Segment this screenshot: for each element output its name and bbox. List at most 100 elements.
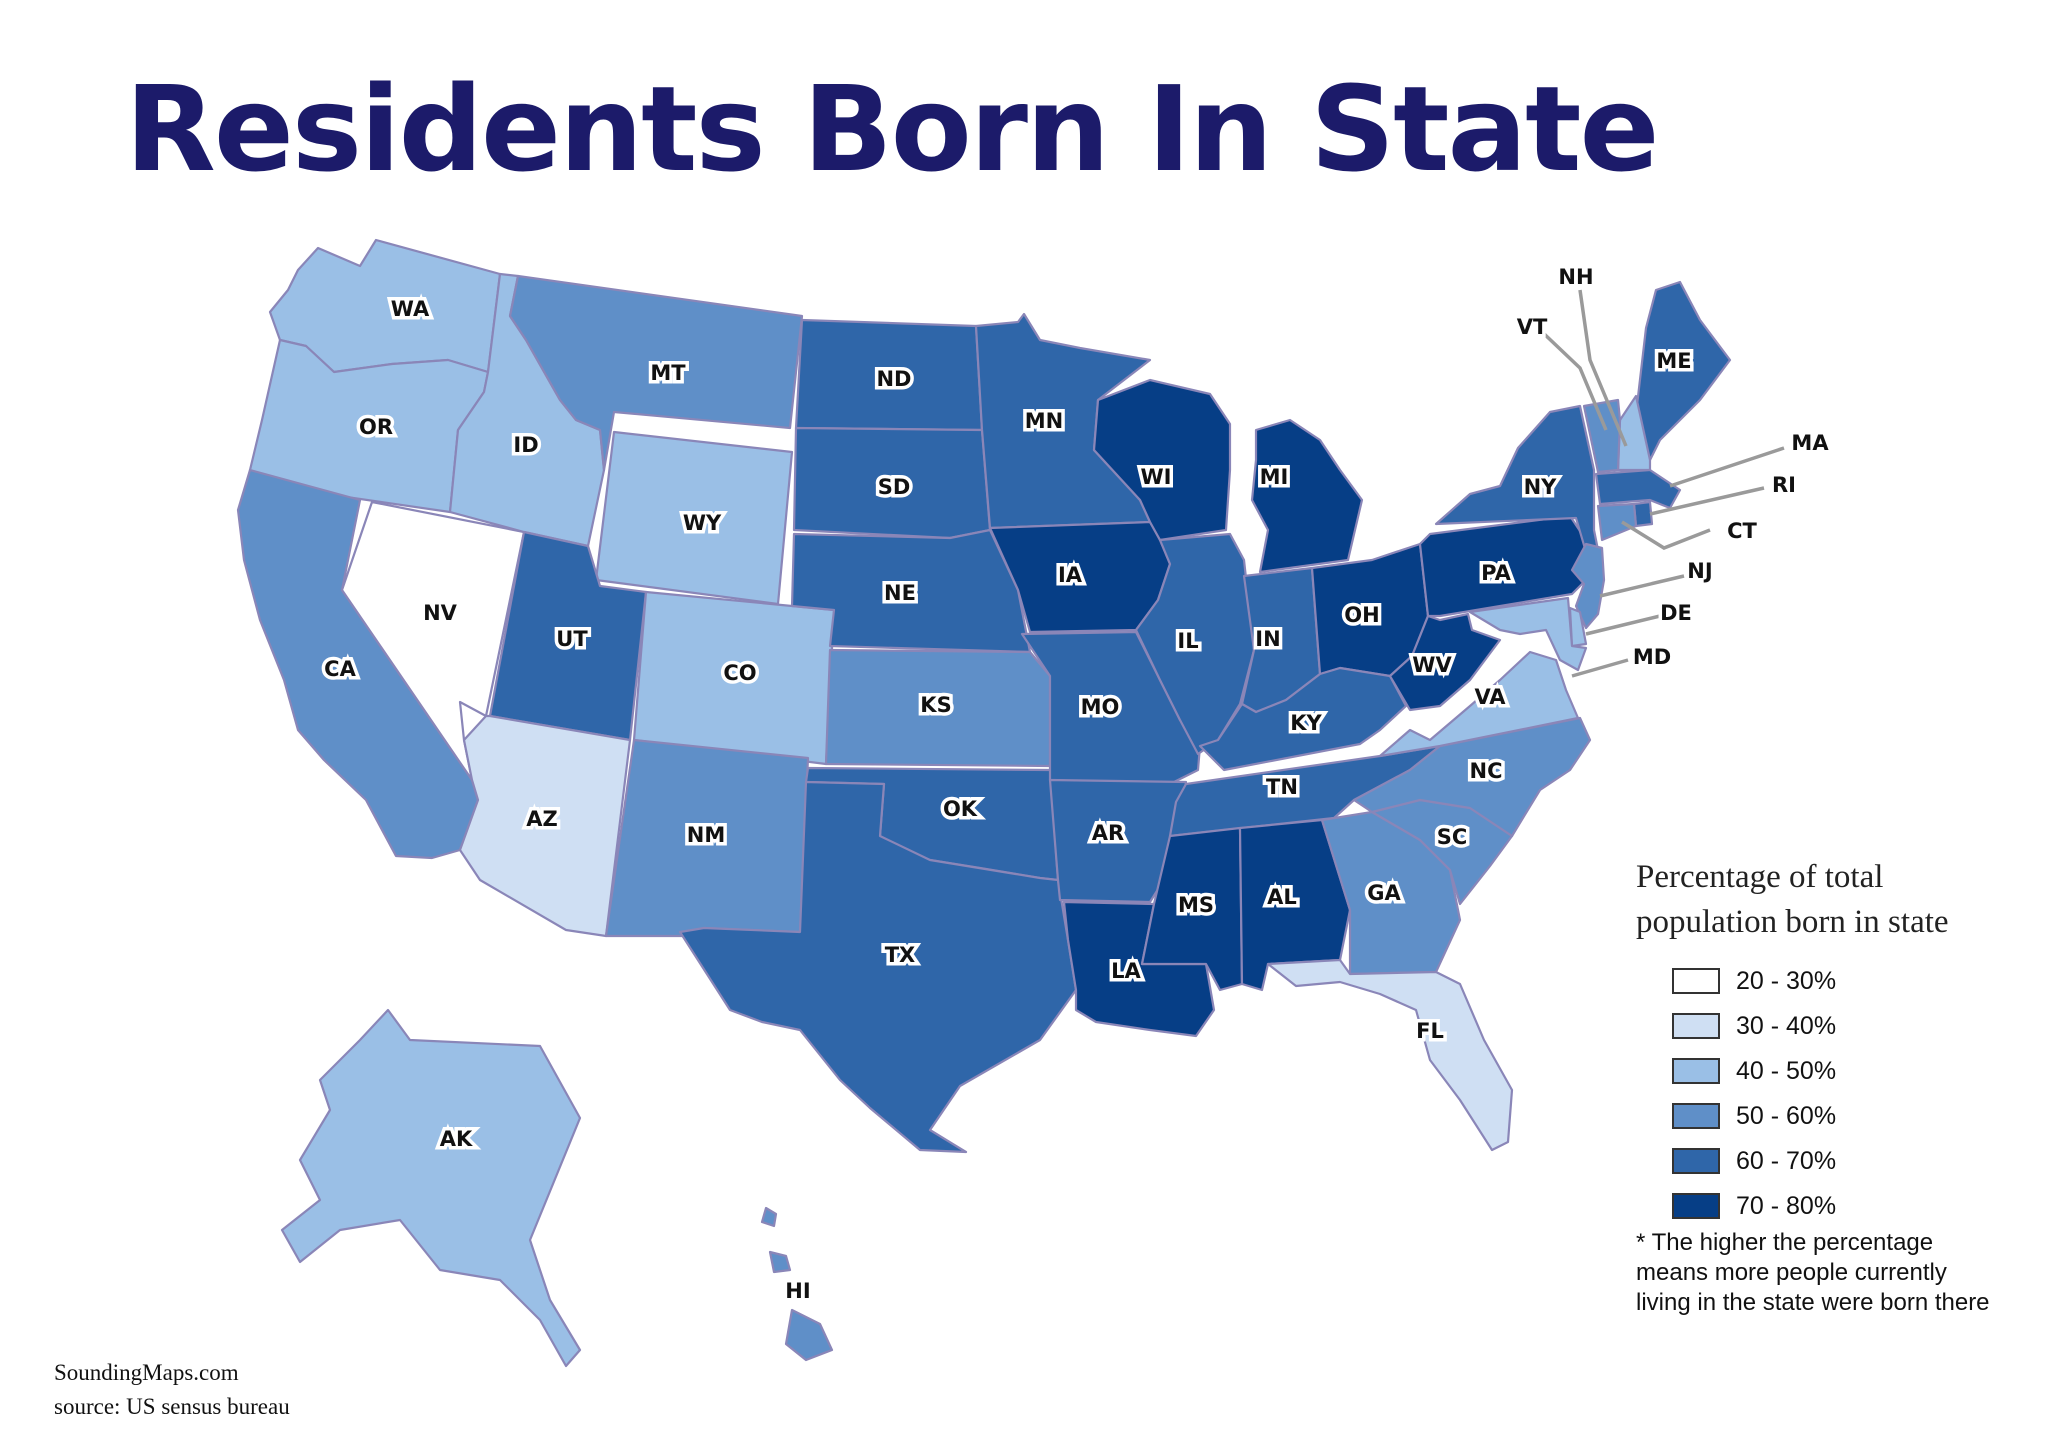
label-WV: WV: [1412, 653, 1452, 677]
legend-label: 60 - 70%: [1736, 1146, 1837, 1175]
label-OR: OR: [359, 415, 393, 439]
legend-label: 70 - 80%: [1736, 1191, 1837, 1220]
label-MI: MI: [1260, 465, 1289, 489]
label-AK: AK: [440, 1127, 473, 1151]
leader-NH: [1578, 289, 1628, 447]
legend-swatch: [1672, 1103, 1720, 1129]
label-NY: NY: [1524, 475, 1558, 499]
label-AL: AL: [1267, 885, 1297, 909]
legend-label: 50 - 60%: [1736, 1101, 1837, 1130]
state-WI[interactable]: [1092, 378, 1232, 542]
leader-lines: [1538, 289, 1785, 678]
state-NC[interactable]: [1352, 716, 1592, 838]
label-IN: IN: [1255, 627, 1280, 651]
state-KY[interactable]: [1198, 666, 1408, 772]
label-TN: TN: [1266, 775, 1298, 799]
leader-CT: [1621, 520, 1711, 550]
state-MI[interactable]: [1250, 418, 1364, 574]
legend-swatch: [1672, 1148, 1720, 1174]
legend-swatch: [1672, 968, 1720, 994]
label-MN: MN: [1025, 409, 1063, 433]
legend-item-40-50: 40 - 50%: [1672, 1056, 1836, 1086]
state-IL[interactable]: [1134, 532, 1256, 756]
state-CT[interactable]: [1596, 502, 1638, 542]
leader-VT: [1538, 328, 1608, 431]
legend-label: 40 - 50%: [1736, 1056, 1837, 1085]
label-NJ: NJ: [1687, 559, 1712, 583]
legend-label: 20 - 30%: [1736, 966, 1837, 995]
label-ME: ME: [1656, 349, 1691, 373]
label-CA: CA: [324, 657, 356, 681]
state-MT[interactable]: [508, 274, 804, 472]
legend-swatch: [1672, 1058, 1720, 1084]
label-CO: CO: [723, 661, 756, 685]
label-TX: TX: [885, 943, 916, 967]
label-MT: MT: [650, 361, 686, 385]
label-NE: NE: [884, 581, 916, 605]
state-MA[interactable]: [1594, 468, 1682, 510]
legend-title: Percentage of total population born in s…: [1636, 859, 1949, 940]
legend-swatch: [1672, 1193, 1720, 1219]
state-VT[interactable]: [1582, 398, 1622, 474]
leader-MA: [1669, 446, 1785, 488]
legend-item-20-30: 20 - 30%: [1672, 966, 1836, 996]
state-MD[interactable]: [1468, 596, 1588, 672]
credit-site: SoundingMaps.com: [54, 1360, 239, 1385]
footnote: * The higher the percentage means more p…: [1636, 1229, 1990, 1316]
label-WA: WA: [391, 297, 430, 321]
state-TX[interactable]: [678, 780, 1078, 1154]
label-MD: MD: [1633, 645, 1671, 669]
label-NC: NC: [1470, 759, 1503, 783]
label-NV: NV: [423, 601, 458, 625]
state-FL[interactable]: [1266, 958, 1514, 1152]
label-VT: VT: [1517, 315, 1548, 339]
label-OK: OK: [943, 797, 978, 821]
label-MS: MS: [1178, 893, 1214, 917]
legend-item-60-70: 60 - 70%: [1672, 1146, 1836, 1176]
label-DE: DE: [1660, 601, 1692, 625]
label-IA: IA: [1058, 563, 1083, 587]
state-labels: WA OR CA NV ID MT WY UT AZ CO NM ND SD N…: [321, 262, 1833, 1307]
legend-item-30-40: 30 - 40%: [1672, 1011, 1836, 1041]
state-WV[interactable]: [1388, 612, 1502, 712]
label-VA: VA: [1474, 685, 1506, 709]
state-VA[interactable]: [1378, 650, 1580, 758]
leader-DE: [1585, 614, 1661, 636]
label-ID: ID: [513, 433, 538, 457]
label-RI: RI: [1772, 473, 1796, 497]
state-AZ[interactable]: [458, 714, 632, 938]
label-MA: MA: [1791, 431, 1829, 455]
leader-RI: [1649, 486, 1765, 516]
state-AK[interactable]: [280, 1008, 582, 1368]
leader-NJ: [1599, 574, 1685, 598]
label-HI: HI: [785, 1279, 810, 1303]
label-IL: IL: [1177, 629, 1198, 653]
label-FL: FL: [1416, 1019, 1444, 1043]
label-LA: LA: [1111, 959, 1141, 983]
map-title: Residents Born In State: [125, 60, 1660, 198]
label-PA: PA: [1481, 561, 1511, 585]
label-KS: KS: [920, 693, 951, 717]
label-GA: GA: [1367, 881, 1401, 905]
label-ND: ND: [876, 367, 911, 391]
legend-item-50-60: 50 - 60%: [1672, 1101, 1836, 1131]
label-WY: WY: [683, 511, 722, 535]
label-UT: UT: [556, 627, 588, 651]
label-AZ: AZ: [526, 807, 557, 831]
label-SD: SD: [878, 475, 911, 499]
legend-label: 30 - 40%: [1736, 1011, 1837, 1040]
label-SC: SC: [1437, 825, 1468, 849]
credit-source: source: US sensus bureau: [54, 1394, 290, 1419]
leader-MD: [1571, 658, 1629, 678]
state-NJ[interactable]: [1570, 542, 1606, 630]
label-NH: NH: [1558, 265, 1593, 289]
label-MO: MO: [1081, 695, 1120, 719]
label-NM: NM: [687, 823, 725, 847]
state-HI[interactable]: [760, 1206, 834, 1362]
label-CT: CT: [1727, 519, 1757, 543]
state-ME[interactable]: [1634, 280, 1732, 462]
legend-swatch: [1672, 1013, 1720, 1039]
label-OH: OH: [1344, 603, 1379, 627]
label-KY: KY: [1290, 711, 1322, 735]
